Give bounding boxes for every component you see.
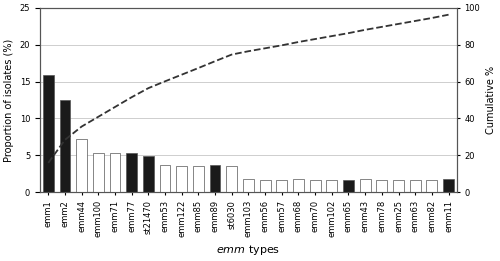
Bar: [376, 180, 388, 192]
Bar: [443, 179, 454, 192]
Bar: [226, 166, 237, 192]
Bar: [143, 156, 154, 192]
Y-axis label: Cumulative %: Cumulative %: [486, 66, 496, 134]
Bar: [176, 166, 187, 192]
Bar: [93, 153, 104, 192]
Bar: [243, 179, 254, 192]
Bar: [293, 179, 304, 192]
Bar: [426, 180, 438, 192]
Bar: [343, 180, 354, 192]
Bar: [160, 165, 170, 192]
Bar: [43, 75, 54, 192]
Bar: [193, 166, 204, 192]
Bar: [260, 180, 270, 192]
Bar: [110, 153, 120, 192]
Bar: [360, 179, 370, 192]
Bar: [393, 180, 404, 192]
Bar: [276, 180, 287, 192]
X-axis label: $\it{emm}$ types: $\it{emm}$ types: [216, 243, 280, 257]
Bar: [326, 180, 337, 192]
Bar: [126, 153, 137, 192]
Bar: [76, 139, 87, 192]
Bar: [310, 180, 320, 192]
Bar: [60, 100, 70, 192]
Bar: [410, 180, 420, 192]
Bar: [210, 165, 220, 192]
Y-axis label: Proportion of isolates (%): Proportion of isolates (%): [4, 38, 14, 162]
